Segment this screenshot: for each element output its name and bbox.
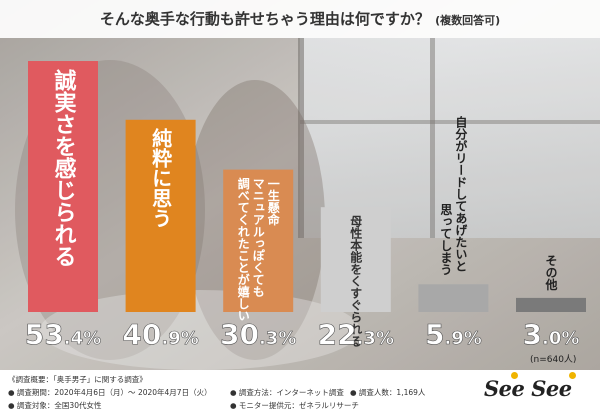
logo-dot	[569, 372, 576, 379]
bar-label-2-line-1: 純粋に思う	[149, 126, 173, 227]
value-label-1: 53.4%	[25, 318, 101, 351]
chart-subtitle: (複数回答可)	[435, 14, 501, 27]
bar-label-6-line-1: その他	[544, 254, 558, 291]
bar-label-5-line-1: 自分がリードしてあげたいと	[454, 114, 468, 271]
value-label-3: 30.3%	[220, 318, 296, 351]
bar-4	[320, 207, 391, 312]
value-label-2: 40.9%	[122, 318, 198, 351]
bar-chart: 誠実さを感じられる 53.4% 純粋に思う 40.9% 一生懸命マニュアルっぽくても調べ…	[25, 61, 586, 351]
value-label-5: 5.9%	[425, 318, 482, 351]
survey-provider: ● モニター提供元：ゼネラルリサーチ	[230, 401, 359, 410]
bar-label-3-line-1: 一生懸命	[266, 178, 280, 227]
survey-period: ● 調査期間：2020年4月6日（月）～ 2020年4月7日（火）	[8, 388, 212, 397]
chart-title: そんな奥手な行動も許せちゃう理由は何ですか？ (複数回答可)	[0, 0, 600, 38]
logo-text: See See	[484, 376, 572, 401]
survey-target: ● 調査対象：全国30代女性	[8, 401, 102, 410]
title-band	[0, 0, 600, 38]
bar-label-4-line-1: 母性本能をくすぐられる	[349, 215, 363, 347]
value-label-4: 22.3%	[318, 318, 394, 351]
value-label-6: 3.0%	[523, 318, 580, 351]
bar-label-5-line-2: 思ってしまう	[439, 203, 453, 275]
survey-footer: 《調査概要：「奥手男子」に関する調査》 ● 調査期間：2020年4月6日（月）～…	[0, 370, 600, 415]
bar-label-1-line-1: 誠実さを感じられる	[51, 68, 77, 267]
logo-dot	[511, 372, 518, 379]
bar-1	[28, 61, 98, 312]
survey-count: ● 調査人数：1,169人	[350, 388, 426, 397]
bar-5	[418, 284, 489, 312]
seesee-logo: See See	[484, 372, 576, 401]
bar-3	[223, 169, 294, 312]
bar-2	[125, 119, 196, 313]
bar-label-3-line-2: マニュアルっぽくても	[251, 178, 265, 298]
sample-size-label: (n=640人)	[530, 355, 577, 365]
survey-heading: 《調査概要：「奥手男子」に関する調査》	[8, 375, 147, 384]
bar-label-3-line-3: 調べてくれたことが嬉しい	[236, 176, 250, 321]
bar-6	[516, 297, 586, 312]
chart-title-text: そんな奥手な行動も許せちゃう理由は何ですか？	[99, 10, 430, 28]
survey-method: ● 調査方法：インターネット調査	[230, 388, 344, 397]
